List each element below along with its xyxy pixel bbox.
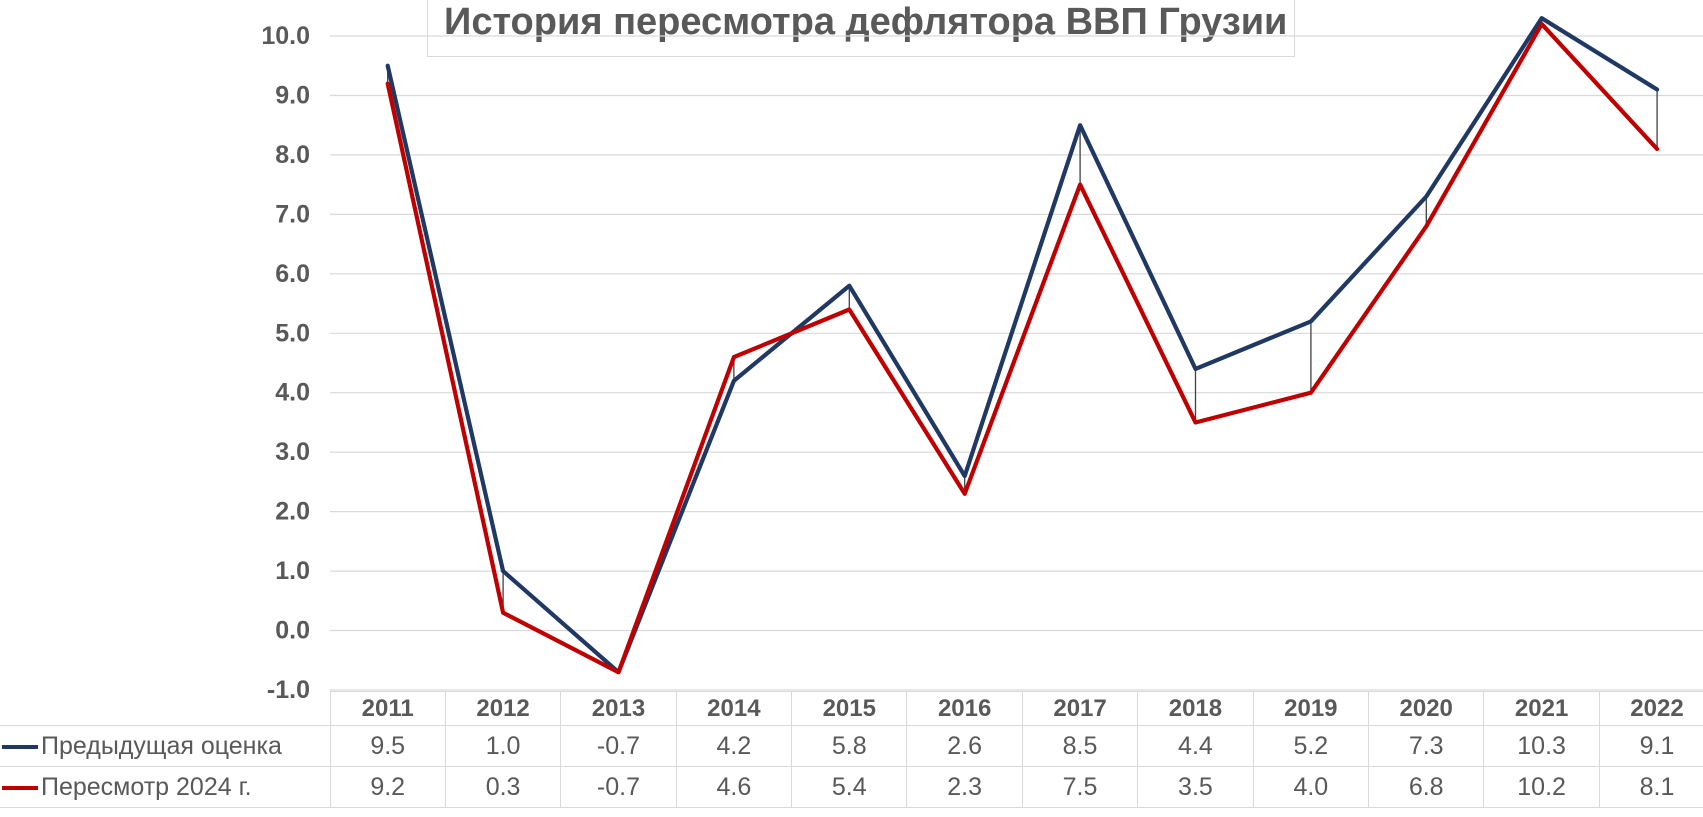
svg-text:3.0: 3.0 — [275, 438, 310, 466]
svg-text:2.0: 2.0 — [275, 498, 310, 526]
svg-text:4.0: 4.0 — [275, 379, 310, 407]
svg-text:7.0: 7.0 — [275, 200, 310, 228]
svg-text:0.0: 0.0 — [275, 617, 310, 645]
svg-text:9.0: 9.0 — [275, 82, 310, 110]
svg-text:8.0: 8.0 — [275, 141, 310, 169]
svg-text:6.0: 6.0 — [275, 260, 310, 288]
svg-text:1.0: 1.0 — [275, 557, 310, 585]
svg-text:5.0: 5.0 — [275, 319, 310, 347]
svg-text:10.0: 10.0 — [261, 22, 310, 50]
